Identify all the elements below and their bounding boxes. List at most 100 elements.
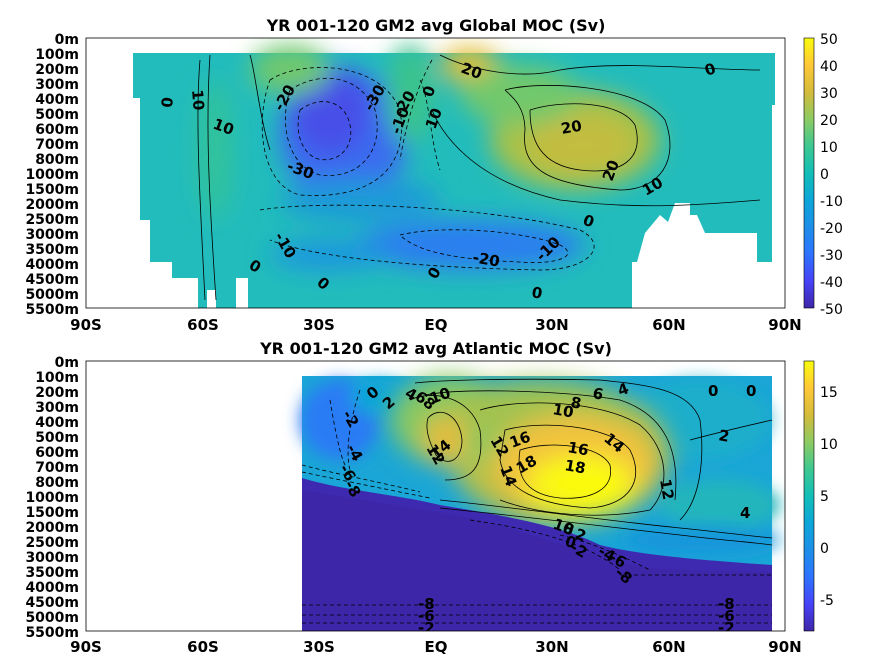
- x-tick-label: 90S: [70, 638, 102, 656]
- x-tick-label: EQ: [425, 638, 448, 656]
- y-tick-label: 4500m: [25, 595, 79, 611]
- x-tick-label: 30S: [303, 638, 335, 656]
- colorbar-tick-label: 0: [820, 541, 829, 557]
- global-moc-x-axis: 90S 60S 30S EQ 30N 60N 90N: [70, 316, 802, 334]
- x-tick-label: 30N: [535, 638, 568, 656]
- colorbar-tick-label: -30: [820, 248, 843, 264]
- global-moc-axes-frame: [85, 37, 786, 309]
- colorbar-tick-label: -5: [820, 593, 834, 609]
- y-tick-label: 1500m: [25, 505, 79, 521]
- y-tick-label: 3000m: [25, 227, 79, 243]
- y-tick-label: 4500m: [25, 272, 79, 288]
- colorbar-tick-label: 0: [820, 167, 829, 183]
- atlantic-moc-heatmap: 4 6 8 10 0 2 -2 -4 -6 -8 12 14 12 14 16 …: [300, 375, 780, 637]
- atlantic-moc-y-axis: 0m 100m 200m 300m 400m 500m 600m 700m 80…: [25, 355, 79, 641]
- colorbar-tick-label: 10: [820, 140, 838, 156]
- y-tick-label: 3000m: [25, 550, 79, 566]
- y-tick-label: 400m: [35, 415, 79, 431]
- global-moc-colorbar: 50 40 30 20 10 0 -10 -20 -30 -40 -50: [803, 32, 843, 318]
- atlantic-moc-x-axis: 90S 60S 30S EQ 30N 60N 90N: [70, 638, 802, 656]
- svg-text:18: 18: [563, 456, 587, 477]
- svg-text:10: 10: [551, 400, 575, 421]
- y-tick-label: 300m: [35, 77, 79, 93]
- svg-text:-20: -20: [471, 248, 501, 270]
- global-moc-panel: YR 001-120 GM2 avg Global MOC (Sv): [25, 16, 842, 334]
- y-tick-label: 0m: [55, 32, 79, 48]
- colorbar-tick-label: 30: [820, 86, 838, 102]
- svg-text:12: 12: [656, 478, 677, 502]
- svg-text:8: 8: [569, 393, 582, 413]
- svg-text:-2: -2: [718, 619, 735, 637]
- svg-text:-4: -4: [343, 441, 367, 464]
- svg-text:20: 20: [560, 117, 584, 138]
- colorbar-tick-label: 10: [820, 437, 838, 453]
- svg-text:-2: -2: [567, 538, 590, 562]
- y-tick-label: 5000m: [25, 610, 79, 626]
- x-tick-label: 30N: [535, 316, 568, 334]
- abyssal-negative-cell: [355, 220, 585, 270]
- svg-text:-6: -6: [418, 607, 435, 625]
- svg-text:0: 0: [530, 283, 543, 303]
- colorbar-tick-label: 40: [820, 59, 838, 75]
- y-tick-label: 1000m: [25, 490, 79, 506]
- svg-text:6: 6: [591, 384, 604, 404]
- y-tick-label: 5500m: [25, 625, 79, 641]
- x-tick-label: 90N: [768, 316, 801, 334]
- colorbar-tick-label: -40: [820, 275, 843, 291]
- colorbar-tick-label: -20: [820, 221, 843, 237]
- y-tick-label: 500m: [35, 107, 79, 123]
- svg-text:4: 4: [740, 504, 750, 522]
- svg-text:-6: -6: [718, 607, 735, 625]
- colorbar-tick-label: 50: [820, 32, 838, 48]
- colorbar-tick-label: -50: [820, 302, 843, 318]
- colorbar-tick-label: -10: [820, 194, 843, 210]
- y-tick-label: 400m: [35, 92, 79, 108]
- svg-text:-4: -4: [595, 542, 618, 566]
- x-tick-label: EQ: [425, 316, 448, 334]
- colorbar-tick-label: 20: [820, 113, 838, 129]
- y-tick-label: 200m: [35, 385, 79, 401]
- atlantic-moc-colorbar: 15 10 5 0 -5: [803, 360, 838, 632]
- y-tick-label: 700m: [35, 460, 79, 476]
- svg-text:16: 16: [566, 438, 590, 459]
- y-tick-label: 4000m: [25, 580, 79, 596]
- atlantic-moc-axes-frame: [85, 360, 786, 632]
- global-moc-heatmap: 0 10 10 -20 -30 -30 -20 -10 0 10 20 20 2…: [133, 45, 775, 308]
- global-moc-title: YR 001-120 GM2 avg Global MOC (Sv): [266, 16, 606, 35]
- x-tick-label: 90S: [70, 316, 102, 334]
- svg-text:0: 0: [158, 96, 177, 108]
- svg-text:2: 2: [717, 426, 730, 446]
- y-tick-label: 5000m: [25, 287, 79, 303]
- y-tick-label: 200m: [35, 62, 79, 78]
- svg-text:-8: -8: [418, 595, 435, 613]
- y-tick-label: 3500m: [25, 242, 79, 258]
- atlantic-moc-title: YR 001-120 GM2 avg Atlantic MOC (Sv): [259, 339, 612, 358]
- y-tick-label: 600m: [35, 122, 79, 138]
- svg-text:-8: -8: [341, 477, 365, 500]
- svg-text:10: 10: [188, 89, 208, 111]
- colorbar-tick-label: 15: [820, 385, 838, 401]
- svg-text:-6: -6: [606, 548, 629, 572]
- global-moc-y-axis: 0m 100m 200m 300m 400m 500m 600m 700m 80…: [25, 32, 79, 318]
- svg-text:0: 0: [746, 382, 756, 400]
- y-tick-label: 2000m: [25, 520, 79, 536]
- svg-text:-2: -2: [339, 407, 363, 430]
- y-tick-label: 100m: [35, 47, 79, 63]
- y-tick-label: 2500m: [25, 212, 79, 228]
- y-tick-label: 2000m: [25, 197, 79, 213]
- x-tick-label: 30S: [303, 316, 335, 334]
- y-tick-label: 4000m: [25, 257, 79, 273]
- y-tick-label: 3500m: [25, 565, 79, 581]
- x-tick-label: 60N: [652, 316, 685, 334]
- y-tick-label: 0m: [55, 355, 79, 371]
- x-tick-label: 60N: [652, 638, 685, 656]
- y-tick-label: 1000m: [25, 167, 79, 183]
- y-tick-label: 700m: [35, 137, 79, 153]
- y-tick-label: 500m: [35, 430, 79, 446]
- svg-text:-8: -8: [718, 595, 735, 613]
- y-tick-label: 800m: [35, 152, 79, 168]
- x-tick-label: 90N: [768, 638, 801, 656]
- y-tick-label: 5500m: [25, 302, 79, 318]
- y-tick-label: 1500m: [25, 182, 79, 198]
